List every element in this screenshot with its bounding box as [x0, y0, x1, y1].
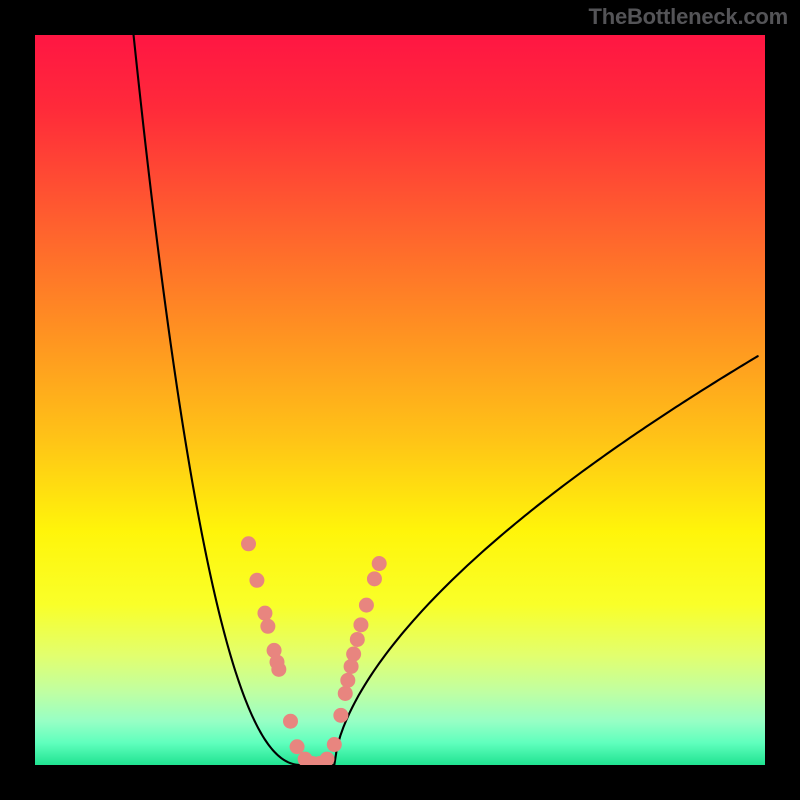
marker-dot — [271, 662, 286, 677]
chart-container: TheBottleneck.com — [0, 0, 800, 800]
marker-dot — [353, 617, 368, 632]
marker-dot — [372, 556, 387, 571]
chart-svg — [35, 35, 765, 765]
marker-dot — [333, 708, 348, 723]
marker-dot — [290, 739, 305, 754]
marker-dot — [260, 619, 275, 634]
marker-dot — [367, 571, 382, 586]
watermark-text: TheBottleneck.com — [588, 4, 788, 30]
marker-dot — [346, 647, 361, 662]
marker-dot — [249, 573, 264, 588]
marker-dot — [350, 632, 365, 647]
marker-dot — [257, 606, 272, 621]
marker-dot — [338, 686, 353, 701]
marker-dot — [241, 536, 256, 551]
marker-dot — [359, 598, 374, 613]
marker-dot — [340, 673, 355, 688]
marker-dot — [283, 714, 298, 729]
plot-area — [35, 35, 765, 765]
marker-dot — [344, 659, 359, 674]
marker-dot — [327, 737, 342, 752]
